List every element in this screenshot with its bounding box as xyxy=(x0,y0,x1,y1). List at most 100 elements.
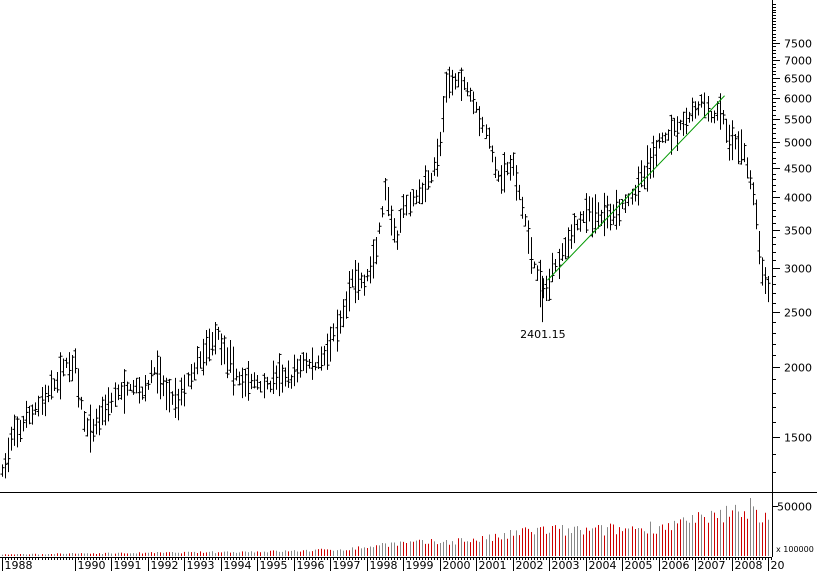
ohlc-bar xyxy=(633,184,638,202)
ohlc-bar xyxy=(207,328,212,362)
ohlc-bar xyxy=(231,346,236,396)
ohlc-bar xyxy=(119,382,124,400)
ohlc-bar xyxy=(70,354,75,382)
ohlc-bar xyxy=(745,157,750,179)
ohlc-bar xyxy=(566,227,571,259)
ohlc-bar xyxy=(456,71,461,88)
ohlc-bar xyxy=(611,204,616,225)
ohlc-bar xyxy=(134,377,139,394)
ohlc-bar xyxy=(371,239,376,279)
ohlc-bar xyxy=(243,368,248,397)
ohlc-bar xyxy=(328,326,333,362)
year-tick-label: 2001 xyxy=(479,559,507,571)
ohlc-bar xyxy=(420,182,425,205)
price-tick-label: 1500 xyxy=(784,432,812,445)
ohlc-bar xyxy=(347,270,352,312)
ohlc-bar xyxy=(389,205,394,236)
ohlc-bar xyxy=(325,333,330,370)
ohlc-bar xyxy=(550,252,555,283)
annotations: 2401.15 xyxy=(520,328,566,341)
ohlc-bar xyxy=(94,408,99,435)
ohlc-bar xyxy=(429,172,434,184)
ohlc-bar xyxy=(43,384,48,417)
price-tick-label: 6500 xyxy=(784,73,812,86)
ohlc-bar xyxy=(423,165,428,203)
price-tick-label: 5000 xyxy=(784,137,812,150)
ohlc-bar xyxy=(408,191,413,217)
ohlc-bar xyxy=(730,120,735,161)
price-tick-label: 3000 xyxy=(784,263,812,276)
ohlc-bar xyxy=(52,378,57,392)
year-tick-label: 1992 xyxy=(151,559,179,571)
ohlc-bar xyxy=(699,94,704,108)
ohlc-bar xyxy=(584,193,589,234)
ohlc-bar xyxy=(30,404,35,425)
ohlc-bar xyxy=(383,177,388,201)
year-tick-label: 2000 xyxy=(443,559,471,571)
volume-bars xyxy=(2,498,769,556)
ohlc-bar xyxy=(79,396,84,410)
ohlc-bar xyxy=(170,391,175,405)
ohlc-bar xyxy=(727,124,732,161)
ohlc-bar xyxy=(24,400,29,428)
ohlc-bar xyxy=(642,165,647,190)
ohlc-bar xyxy=(61,358,66,377)
ohlc-bar xyxy=(511,152,516,176)
ohlc-bar xyxy=(581,210,586,224)
ohlc-bar xyxy=(623,194,628,214)
ohlc-bar xyxy=(517,184,522,201)
year-tick-label: 1993 xyxy=(187,559,215,571)
ohlc-bar xyxy=(213,321,218,355)
ohlc-bar xyxy=(660,132,665,143)
ohlc-bar xyxy=(505,161,510,176)
ohlc-bar xyxy=(538,259,543,308)
ohlc-bar xyxy=(547,268,552,301)
ohlc-bar xyxy=(490,145,495,163)
ohlc-bar xyxy=(520,196,525,219)
ohlc-bar xyxy=(411,189,416,207)
ohlc-bar xyxy=(529,237,534,274)
ohlc-bar xyxy=(234,368,239,381)
ohlc-bar xyxy=(298,354,303,378)
ohlc-bar xyxy=(128,384,133,391)
ohlc-bar xyxy=(198,351,203,369)
ohlc-bar xyxy=(368,256,373,284)
ohlc-bar xyxy=(684,107,689,135)
ohlc-bar xyxy=(76,368,81,408)
ohlc-bar xyxy=(116,384,121,401)
ohlc-bar xyxy=(85,417,90,437)
ohlc-bar xyxy=(651,135,656,178)
ohlc-bar xyxy=(392,218,397,243)
price-bars xyxy=(0,66,771,479)
ohlc-bar xyxy=(654,140,659,167)
ohlc-bar xyxy=(113,382,118,407)
ohlc-bar xyxy=(338,310,343,334)
ohlc-bar xyxy=(380,206,385,218)
trendline xyxy=(547,95,725,281)
year-tick-label: 1996 xyxy=(297,559,325,571)
ohlc-bar xyxy=(502,152,507,193)
ohlc-bar xyxy=(271,360,276,395)
ohlc-bar xyxy=(365,269,370,282)
ohlc-bar xyxy=(286,360,291,388)
ohlc-bar xyxy=(237,371,242,386)
ohlc-bar xyxy=(46,385,51,403)
ohlc-bar xyxy=(182,374,187,407)
ohlc-bar xyxy=(435,138,440,177)
ohlc-bar xyxy=(605,195,610,229)
ohlc-bar xyxy=(477,106,482,137)
ohlc-bar xyxy=(0,464,5,477)
ohlc-bar xyxy=(252,372,257,389)
trendline-group xyxy=(547,95,725,281)
ohlc-bar xyxy=(496,170,501,182)
ohlc-bar xyxy=(748,170,753,190)
ohlc-bar xyxy=(514,165,519,201)
price-tick-label: 2000 xyxy=(784,362,812,375)
ohlc-bar xyxy=(526,220,531,254)
ohlc-bar xyxy=(143,375,148,402)
ohlc-bar xyxy=(228,339,233,373)
price-tick-label: 7500 xyxy=(784,38,812,51)
ohlc-bar xyxy=(12,414,17,446)
ohlc-bar xyxy=(757,231,762,265)
